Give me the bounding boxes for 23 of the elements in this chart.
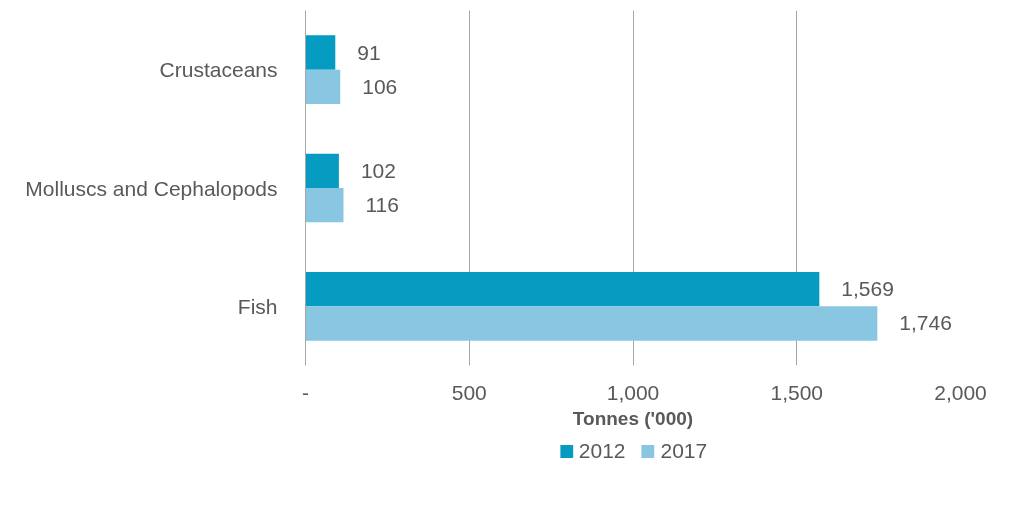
- bar: [305, 188, 344, 223]
- data-label: 106: [362, 74, 398, 98]
- bar: [305, 69, 341, 104]
- legend-label: 2012: [578, 439, 626, 463]
- x-tick-label: 1,500: [770, 380, 824, 404]
- x-tick-label: 1,000: [606, 380, 660, 404]
- y-tick-label: Crustaceans: [159, 58, 278, 82]
- y-tick-label: Fish: [237, 294, 278, 318]
- x-tick-label: 500: [451, 380, 487, 404]
- data-label: 1,569: [841, 277, 894, 301]
- x-axis-title: Tonnes ('000): [572, 407, 694, 429]
- y-tick-label: Molluscs and Cephalopods: [25, 176, 278, 200]
- bar: [305, 306, 878, 341]
- x-tick-label: -: [302, 380, 309, 404]
- legend-label: 2017: [660, 439, 708, 463]
- data-label: 1,746: [899, 311, 952, 335]
- data-label: 102: [360, 158, 396, 182]
- data-label: 116: [365, 193, 399, 217]
- x-tick-label: 2,000: [934, 380, 987, 404]
- bar: [305, 153, 339, 188]
- data-label: 91: [357, 40, 381, 64]
- bar: [305, 272, 820, 307]
- bar: [305, 35, 336, 70]
